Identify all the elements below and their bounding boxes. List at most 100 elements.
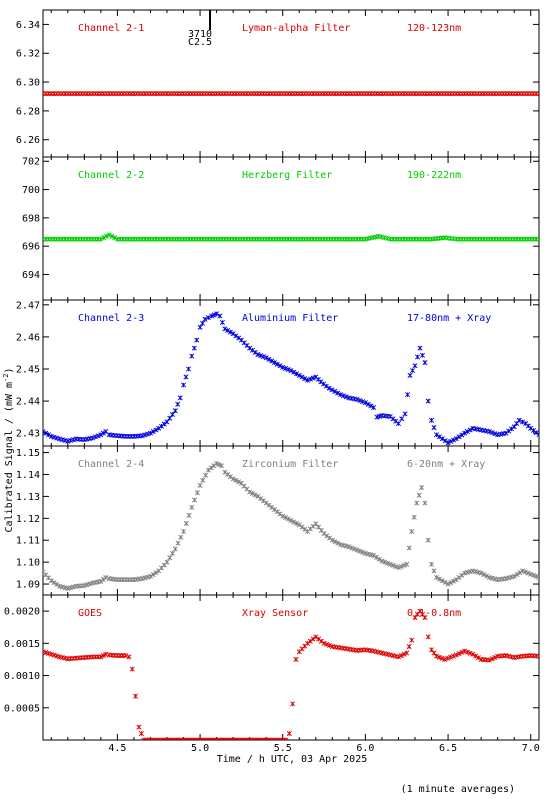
data-point: [189, 504, 195, 510]
data-point: [346, 544, 352, 550]
data-point: [169, 411, 176, 417]
data-point: [425, 634, 431, 640]
data-point: [343, 394, 349, 400]
data-point: [351, 546, 357, 552]
data-point: [528, 571, 534, 577]
data-point: [357, 398, 363, 404]
data-point: [464, 649, 470, 655]
band-label-channel-2-4: 6-20nm + Xray: [407, 459, 485, 470]
band-label-channel-2-3: 17-80nm + Xray: [407, 313, 491, 324]
data-point: [340, 393, 346, 399]
data-point: [43, 430, 49, 436]
y-axis-title: Calibrated Signal / (mW m-2): [2, 368, 15, 533]
data-point: [395, 565, 401, 571]
data-point: [439, 578, 445, 584]
data-point: [189, 353, 195, 359]
ytick-label-channel-2-3: 2.47: [16, 300, 40, 311]
data-point: [406, 644, 412, 650]
data-point: [456, 434, 462, 440]
data-point: [459, 432, 465, 438]
data-point: [486, 429, 492, 435]
ytick-label-channel-2-2: 696: [22, 242, 40, 253]
panel-channel-2-4: 1.09 1.10 1.11 1.12 1.13 1.14 1.15 Channel 2-4 Z…: [16, 445, 540, 596]
data-point: [291, 519, 297, 525]
data-point: [225, 327, 231, 334]
ytick-label-channel-2-4: 1.13: [16, 492, 40, 503]
data-point: [43, 649, 46, 655]
data-point: [489, 430, 495, 436]
data-point: [442, 438, 448, 444]
data-point: [525, 570, 531, 576]
data-point: [280, 513, 286, 519]
data-point: [379, 234, 385, 240]
data-point: [453, 436, 459, 442]
data-point: [247, 489, 253, 495]
data-point: [422, 500, 428, 506]
data-point: [433, 432, 440, 438]
xtick-label: 5.0: [191, 743, 209, 754]
flare-class-label: C2.5: [188, 37, 212, 48]
data-point: [288, 517, 294, 524]
data-point: [416, 492, 422, 498]
data-point: [422, 615, 428, 621]
data-point: [274, 361, 280, 367]
data-point: [448, 654, 454, 660]
data-point: [194, 337, 200, 343]
ytick-label-channel-2-2: 700: [22, 185, 40, 196]
data-point: [112, 235, 118, 241]
ytick-label-goes-xray: 0.0005: [4, 703, 40, 714]
data-point: [177, 395, 183, 401]
data-point: [222, 326, 228, 332]
data-point: [417, 608, 423, 614]
data-point: [379, 558, 385, 564]
data-point: [164, 559, 170, 565]
data-point: [517, 570, 523, 576]
data-point: [473, 653, 479, 659]
band-label-channel-2-2: 190-222nm: [407, 170, 461, 181]
data-point: [390, 562, 396, 568]
data-point: [175, 540, 181, 546]
data-point: [436, 654, 442, 660]
data-point: [285, 367, 291, 373]
data-point: [48, 433, 54, 439]
data-point: [172, 408, 178, 414]
data-point: [100, 653, 106, 659]
data-point: [445, 655, 451, 661]
data-point: [293, 656, 299, 662]
panel-channel-2-1: 6.26 6.28 6.30 6.32 6.34 Channel 2-1 Lyman-alp…: [16, 9, 540, 158]
data-point: [258, 353, 264, 359]
data-point: [236, 479, 242, 485]
ytick-label-channel-2-4: 1.09: [16, 580, 40, 591]
data-point: [354, 547, 360, 553]
band-label-channel-2-1: 120-123nm: [407, 23, 461, 34]
data-point: [475, 655, 481, 661]
channel-label-goes-xray: GOES: [78, 608, 102, 619]
data-point: [470, 651, 476, 657]
data-point: [51, 652, 57, 658]
data-point: [419, 485, 425, 491]
data-point: [433, 653, 440, 659]
data-point: [260, 354, 266, 360]
panel-channel-2-3: 2.43 2.44 2.45 2.46 2.47 Channel 2-3 Aluminium…: [16, 299, 540, 447]
data-point: [172, 546, 178, 552]
data-point: [285, 516, 291, 522]
data-point: [429, 561, 435, 567]
data-point: [349, 545, 355, 551]
data-point: [533, 573, 539, 579]
data-point: [286, 731, 292, 737]
data-point: [133, 693, 139, 699]
data-point: [459, 649, 465, 655]
data-point: [183, 520, 189, 526]
data-point: [101, 235, 107, 241]
data-point: [381, 235, 387, 241]
y-axis-title-exponent: -2: [2, 374, 10, 382]
panels-group: 6.26 6.28 6.30 6.32 6.34 Channel 2-1 Lyman-alp…: [4, 9, 540, 754]
data-point: [87, 581, 93, 587]
data-point: [150, 429, 156, 435]
data-point: [492, 431, 498, 437]
data-point: [407, 372, 413, 378]
y-axis-title-main: Calibrated Signal / (mW m: [4, 382, 15, 533]
data-point: [387, 561, 393, 567]
data-point: [153, 427, 159, 433]
